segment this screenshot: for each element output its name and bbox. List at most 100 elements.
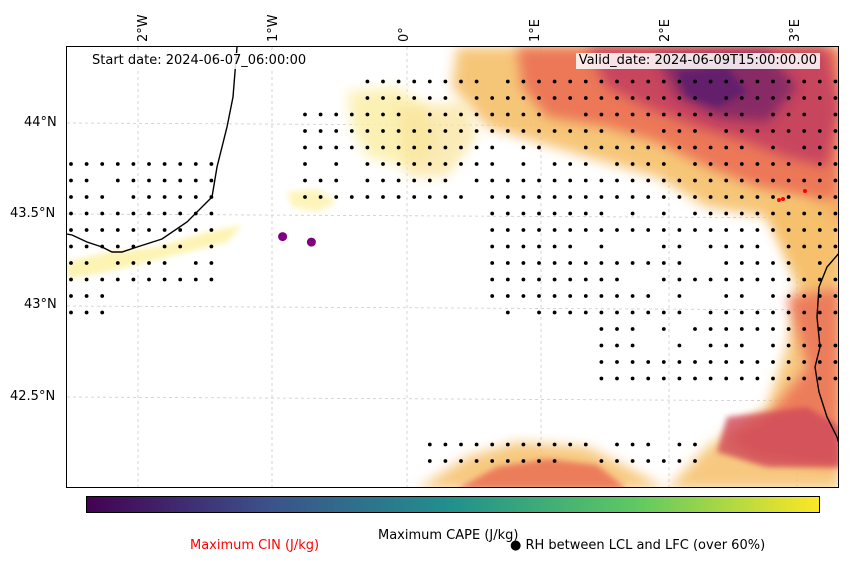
rh-dot [490, 145, 495, 150]
rh-dot [599, 327, 604, 331]
rh-dot [349, 112, 354, 117]
rh-dot [630, 459, 635, 463]
rh-dot [661, 327, 666, 331]
rh-dot [412, 162, 417, 166]
rh-dot [552, 129, 557, 133]
rh-dot [84, 244, 89, 249]
rh-dot [552, 310, 557, 315]
rh-dot [568, 244, 573, 249]
rh-dot [162, 261, 167, 265]
cin-marker-0 [278, 232, 288, 242]
rh-dot [427, 112, 432, 117]
rh-dot [599, 96, 604, 100]
rh-dot [771, 162, 775, 166]
rh-dot [615, 96, 619, 100]
rh-dot [615, 360, 619, 364]
rh-dot [802, 211, 807, 216]
rh-dot [583, 96, 588, 100]
rh-dot [615, 294, 619, 298]
rh-dot [100, 228, 105, 232]
rh-dot [646, 459, 651, 463]
rh-dot [661, 96, 666, 100]
rh-dot [646, 360, 651, 364]
rh-dot [568, 310, 573, 315]
rh-dot [833, 360, 838, 364]
rh-dot [178, 178, 183, 183]
rh-dot [318, 112, 323, 117]
lon-tick-1e: 1°E [528, 19, 543, 42]
rh-dot [583, 162, 588, 166]
rh-dot [786, 261, 791, 265]
rh-dot [443, 162, 448, 166]
rh-dot [443, 195, 448, 199]
rh-dot [739, 310, 744, 315]
rh-dot [84, 228, 89, 232]
rh-dot [817, 228, 822, 232]
rh-dot [521, 277, 526, 282]
rh-dot [630, 343, 635, 348]
rh-dot [630, 228, 635, 232]
rh-dot [521, 145, 526, 150]
rh-dot [693, 327, 697, 331]
rh-dot [724, 178, 729, 183]
rh-dot [739, 129, 744, 133]
rh-dot [396, 96, 401, 100]
rh-dot [661, 261, 666, 265]
rh-dot [646, 145, 651, 150]
rh-dot [599, 261, 604, 265]
rh-dot [724, 195, 729, 199]
rh-dot [817, 195, 822, 199]
rh-dot [739, 327, 744, 331]
rh-dot [427, 79, 432, 84]
rh-dot [131, 162, 136, 166]
rh-dot [771, 195, 775, 199]
rh-dot [365, 178, 370, 183]
rh-dot [615, 195, 619, 199]
rh-dot [646, 228, 651, 232]
start-date-label: Start date: 2024-06-07_06:00:00 [89, 53, 310, 69]
rh-dot [381, 112, 385, 117]
rh-dot [739, 79, 744, 84]
rh-dot [817, 244, 822, 249]
rh-dot [100, 162, 105, 166]
rh-dot [84, 294, 89, 298]
rh-dot [599, 310, 604, 315]
rh-dot [131, 211, 136, 216]
rh-dot [646, 442, 651, 447]
rh-dot [724, 211, 729, 216]
rh-dot [599, 129, 604, 133]
rh-dot [365, 112, 370, 117]
rh-dot [568, 195, 573, 199]
rh-dot [537, 112, 541, 117]
rh-dot [552, 244, 557, 249]
cape-label: Maximum CAPE (J/kg) [378, 528, 519, 543]
rh-dot [568, 129, 573, 133]
rh-dot [84, 310, 89, 315]
rh-dot [505, 442, 510, 447]
rh-dot [505, 129, 510, 133]
rh-dot [412, 178, 417, 183]
rh-dot [755, 195, 760, 199]
rh-dot [568, 211, 573, 216]
rh-dot [630, 162, 635, 166]
rh-dot [412, 195, 417, 199]
rh-dot [755, 162, 760, 166]
rh-dot [318, 145, 323, 150]
rh-dot [677, 145, 682, 150]
rh-dot [755, 261, 760, 265]
rh-dot [209, 178, 214, 183]
rh-dot [661, 112, 666, 117]
rh-dot [755, 129, 760, 133]
rh-dot [755, 211, 760, 216]
rh-dot [178, 162, 183, 166]
rh-dot [677, 129, 682, 133]
rh-dot [537, 96, 541, 100]
rh-dot [490, 129, 495, 133]
rh-dot [443, 145, 448, 150]
rh-dot [443, 79, 448, 84]
rh-dot [786, 129, 791, 133]
rh-dot [771, 327, 775, 331]
rh-dot [677, 310, 682, 315]
rh-dot [739, 244, 744, 249]
rh-dot [209, 261, 214, 265]
